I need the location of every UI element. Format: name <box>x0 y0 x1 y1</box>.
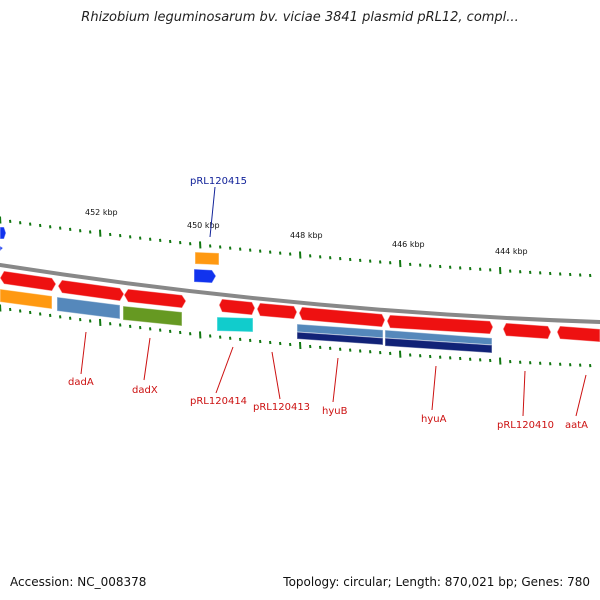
gene-navy-1[interactable] <box>296 331 384 346</box>
gene-red-3[interactable] <box>123 288 187 309</box>
kbp-label-446: 446 kbp <box>392 240 425 249</box>
callout-line-dadX <box>143 337 151 381</box>
gene-navy-2[interactable] <box>384 337 493 354</box>
kbp-label-450: 450 kbp <box>187 221 220 230</box>
callout-line-hyuA <box>431 365 437 411</box>
gene-red-5[interactable] <box>256 302 298 320</box>
gene-label-pRL120410[interactable]: pRL120410 <box>497 420 554 431</box>
callout-line-hyuB <box>332 357 339 403</box>
gene-red-8[interactable] <box>502 322 552 340</box>
gene-blue-edge[interactable] <box>0 245 4 252</box>
callout-line-pRL120414 <box>215 346 234 394</box>
gene-label-hyuA[interactable]: hyuA <box>421 414 447 425</box>
gene-label-hyuB[interactable]: hyuB <box>322 406 348 417</box>
gene-blue-fragment[interactable] <box>0 226 7 240</box>
gene-red-6[interactable] <box>298 306 386 328</box>
callout-line-aatA <box>575 374 587 417</box>
gene-steelblue-1[interactable] <box>56 296 121 320</box>
gene-red-7[interactable] <box>386 314 494 335</box>
gene-orange-1[interactable] <box>0 288 53 310</box>
gene-red-4[interactable] <box>218 298 256 316</box>
inner-tick-marks <box>0 304 592 368</box>
gene-olive-1[interactable] <box>122 305 183 327</box>
kbp-label-444: 444 kbp <box>495 247 528 256</box>
gene-blue-2[interactable] <box>193 268 217 284</box>
backbone <box>0 263 600 324</box>
callout-line-pRL120413 <box>271 351 281 400</box>
kbp-label-452: 452 kbp <box>85 208 118 217</box>
accession-text: Accession: NC_008378 <box>10 575 147 589</box>
callout-line-pRL120415 <box>209 186 216 238</box>
callout-line-dadA <box>80 331 87 375</box>
map-title: Rhizobium leguminosarum bv. viciae 3841 … <box>81 10 519 25</box>
gene-label-aatA[interactable]: aatA <box>565 420 588 431</box>
gene-callouts <box>80 186 587 417</box>
gene-red-9[interactable] <box>556 325 600 343</box>
gene-orange-2[interactable] <box>194 251 220 266</box>
summary-text: Topology: circular; Length: 870,021 bp; … <box>283 575 590 589</box>
gene-cyan-1[interactable] <box>216 316 254 333</box>
outer-tick-marks <box>0 216 592 278</box>
gene-red-2[interactable] <box>57 279 125 302</box>
gene-label-dadA[interactable]: dadA <box>68 377 94 388</box>
gene-label-pRL120413[interactable]: pRL120413 <box>253 402 310 413</box>
kbp-label-448: 448 kbp <box>290 231 323 240</box>
gene-red-1[interactable] <box>0 270 57 292</box>
callout-line-pRL120410 <box>522 370 526 417</box>
gene-label-dadX[interactable]: dadX <box>132 385 158 396</box>
gene-label-pRL120414[interactable]: pRL120414 <box>190 396 247 407</box>
gene-label-pRL120415[interactable]: pRL120415 <box>190 176 247 187</box>
